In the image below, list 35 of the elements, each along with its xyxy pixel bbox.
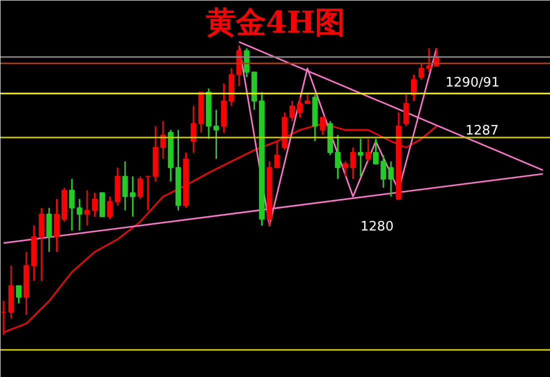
- candlestick: [426, 48, 432, 73]
- candlestick: [69, 178, 75, 232]
- chart-title: 黄金4H图: [206, 6, 346, 40]
- candlestick: [38, 207, 44, 282]
- candlestick: [289, 100, 295, 122]
- candlestick: [274, 140, 280, 168]
- candlestick: [122, 160, 128, 212]
- candlestick: [410, 74, 417, 102]
- candlestick: [335, 134, 341, 180]
- candlestick: [145, 176, 151, 212]
- candlestick: [16, 285, 22, 304]
- candlestick: [190, 105, 196, 154]
- candlestick: [418, 62, 424, 80]
- candlestick: [107, 196, 113, 220]
- candlestick: [372, 138, 379, 165]
- candlestick: [130, 176, 136, 218]
- candlestick: [388, 160, 394, 198]
- candlestick: [380, 154, 386, 188]
- candlestick: [350, 146, 356, 180]
- candlestick: [138, 176, 144, 200]
- candlestick: [76, 198, 82, 232]
- candlestick: [46, 207, 52, 253]
- annotation: 1280: [360, 220, 394, 234]
- candlestick: [100, 192, 106, 218]
- candlestick: [84, 190, 90, 226]
- candlestick: [403, 94, 409, 127]
- ref-line-label: 1290/91: [446, 75, 500, 90]
- candlestick: [54, 198, 60, 253]
- ref-line-label: 1287: [466, 123, 499, 138]
- candlestick: [358, 138, 364, 178]
- candlestick: [342, 160, 348, 178]
- candlestick: [365, 138, 371, 162]
- candlestick: [213, 109, 220, 160]
- candlestick: [297, 96, 303, 118]
- candlestick: [92, 192, 98, 218]
